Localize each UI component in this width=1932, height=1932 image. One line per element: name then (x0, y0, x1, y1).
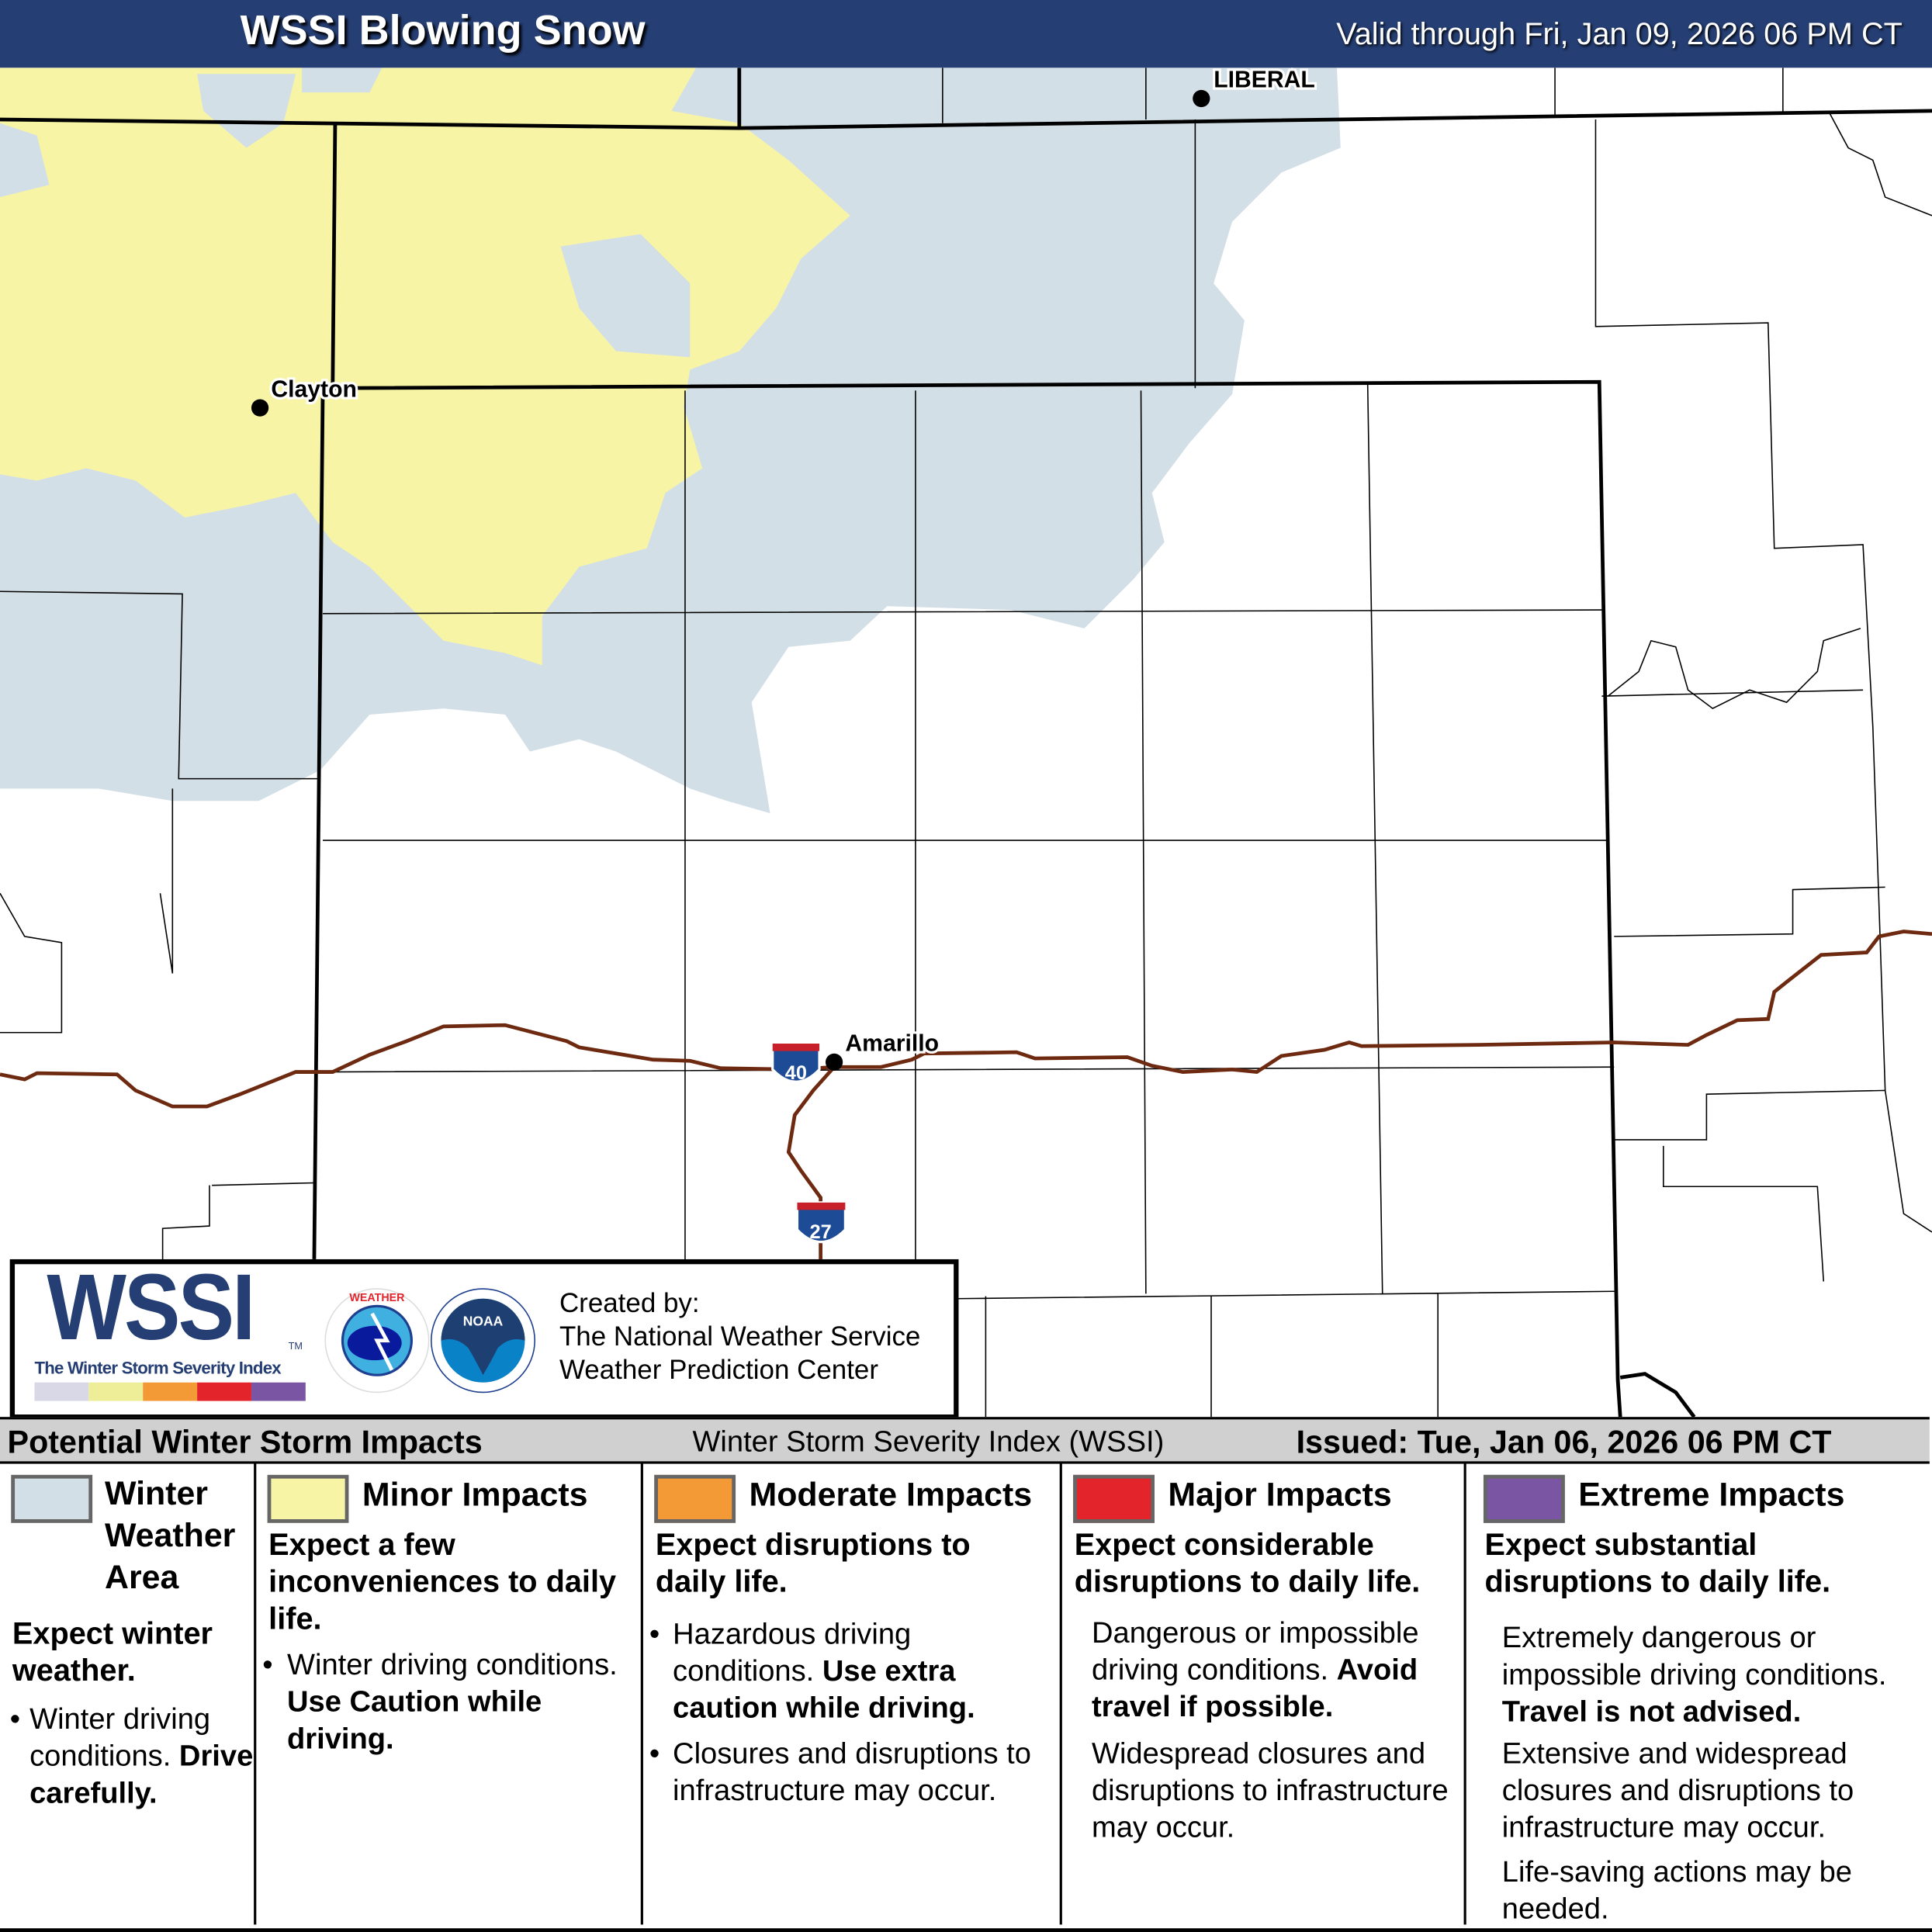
category-name-line: Weather (104, 1516, 236, 1554)
credits-text: Created by: The National Weather Service… (559, 1286, 920, 1387)
bar-swatch (143, 1382, 198, 1401)
bullet-icon: • (649, 1737, 660, 1771)
swatch-minor (267, 1474, 349, 1523)
nws-logo-icon: WEATHER (324, 1288, 430, 1394)
swatch-major (1073, 1474, 1155, 1523)
legend-extreme-impacts: Extreme Impacts Expect substantial disru… (1466, 1463, 1932, 1927)
trademark: TM (288, 1340, 303, 1352)
category-name: Extreme Impacts (1578, 1476, 1845, 1514)
city-label-liberal: LIBERAL (1214, 68, 1315, 92)
paragraph-text-bold: Avoid travel if possible. (1091, 1653, 1418, 1724)
issued-time: Issued: Tue, Jan 06, 2026 06 PM CT (1296, 1423, 1832, 1460)
svg-text:WEATHER: WEATHER (349, 1292, 405, 1304)
wssi-logo: WSSI (47, 1255, 255, 1361)
winter-weather-area (0, 74, 691, 358)
category-bullet: Winter driving conditions. Use Caution w… (287, 1647, 645, 1758)
city-dot (825, 1053, 843, 1071)
bullet-text-bold: Use Caution while driving. (287, 1685, 542, 1756)
city-dot (1193, 89, 1210, 108)
bullet-text-bold: Use extra caution while driving. (673, 1654, 975, 1726)
bar-swatch (197, 1382, 251, 1401)
category-bullet: Hazardous driving conditions. Use extra … (673, 1616, 1030, 1727)
bar-swatch (251, 1382, 306, 1401)
legend-moderate-impacts: Moderate Impacts Expect disruptions to d… (643, 1463, 1060, 1925)
divider (254, 1462, 257, 1925)
category-headline: Expect winter weather. (12, 1616, 213, 1688)
paragraph-text-bold: Travel is not advised. (1501, 1695, 1802, 1729)
category-paragraph: Extremely dangerous or impossible drivin… (1502, 1620, 1927, 1731)
org-wpc: Weather Prediction Center (559, 1354, 879, 1385)
category-headline: Expect disruptions to daily life. (655, 1528, 971, 1600)
interstate-40-shield-icon: 40 (771, 1042, 821, 1084)
category-paragraph: Dangerous or impossible driving conditio… (1092, 1615, 1461, 1726)
wssi-color-bar (34, 1382, 306, 1401)
noaa-logo-icon: NOAA (431, 1288, 535, 1394)
map-title: WSSI Blowing Snow (240, 7, 646, 54)
bar-swatch (34, 1382, 89, 1401)
city-label-clayton: Clayton (271, 376, 357, 402)
category-name: Minor Impacts (362, 1476, 588, 1514)
bullet-text: Winter driving conditions. (29, 1702, 211, 1774)
category-bullet: Closures and disruptions to infrastructu… (673, 1737, 1031, 1808)
county-boundaries (0, 68, 1932, 1418)
category-headline: Expect considerable disruptions to daily… (1074, 1528, 1421, 1600)
category-paragraph: Extensive and widespread closures and di… (1501, 1737, 1854, 1845)
legend-columns: Winter Weather Area Expect winter weathe… (0, 1462, 1932, 1932)
bullet-text-bold: Drive carefully. (29, 1740, 254, 1810)
category-name: Winter Weather Area (105, 1473, 235, 1598)
header-bar: WSSI Blowing Snow Valid through Fri, Jan… (0, 0, 1932, 68)
bar-swatch (88, 1382, 144, 1401)
org-nws: The National Weather Service (559, 1321, 921, 1352)
credits-box: WSSI TM The Winter Storm Severity Index … (9, 1255, 959, 1420)
swatch-extreme (1483, 1474, 1565, 1523)
bullet-icon: • (262, 1648, 273, 1682)
divider (1059, 1462, 1062, 1925)
legend-major-impacts: Major Impacts Expect considerable disrup… (1062, 1463, 1464, 1925)
city-liberal: LIBERAL (1193, 68, 1317, 108)
legend-winter-weather-area: Winter Weather Area Expect winter weathe… (0, 1463, 254, 1925)
city-dot (251, 399, 269, 417)
legend-minor-impacts: Minor Impacts Expect a few inconvenience… (256, 1463, 640, 1925)
category-name: Major Impacts (1168, 1476, 1392, 1514)
interstate-i27 (786, 1065, 836, 1259)
category-paragraph: Widespread closures and disruptions to i… (1091, 1737, 1449, 1845)
interstate-27-shield-icon: 27 (795, 1201, 847, 1244)
map-area: LIBERAL Clayton Amarillo 40 27 (0, 68, 1932, 1418)
wssi-logo-subtitle: The Winter Storm Severity Index (34, 1357, 281, 1378)
category-paragraph: Life-saving actions may be needed. (1501, 1855, 1853, 1927)
minor-impacts-area (0, 68, 850, 666)
category-name: Moderate Impacts (749, 1476, 1033, 1514)
swatch-moderate (654, 1474, 736, 1523)
category-name-line: Area (104, 1558, 179, 1596)
bullet-text: Winter driving conditions. (287, 1648, 618, 1682)
paragraph-text: Extremely dangerous or impossible drivin… (1501, 1621, 1887, 1692)
shield-label-40: 40 (785, 1062, 807, 1084)
legend-header: Potential Winter Storm Impacts Winter St… (0, 1417, 1930, 1464)
category-name-line: Winter (104, 1474, 209, 1512)
paragraph-text: Dangerous or impossible driving conditio… (1091, 1616, 1419, 1687)
bullet-icon: • (9, 1702, 21, 1736)
interstate-i40 (0, 930, 1932, 1109)
city-amarillo: Amarillo (825, 1028, 941, 1071)
divider (640, 1462, 643, 1925)
noaa-text: NOAA (463, 1314, 504, 1329)
category-headline: Expect substantial disruptions to daily … (1484, 1528, 1831, 1600)
bullet-text: Hazardous driving conditions. (673, 1618, 912, 1688)
city-clayton: Clayton (251, 374, 359, 417)
legend-title: Potential Winter Storm Impacts (7, 1423, 483, 1460)
legend-index-name: Winter Storm Severity Index (WSSI) (692, 1425, 1165, 1459)
divider (1463, 1462, 1466, 1925)
state-boundaries (0, 68, 1932, 1418)
category-bullet: Winter driving conditions. Drive careful… (29, 1702, 254, 1813)
valid-time: Valid through Fri, Jan 09, 2026 06 PM CT (1336, 17, 1903, 52)
swatch-winter-weather-area (11, 1474, 93, 1523)
created-by: Created by: (559, 1287, 700, 1319)
bullet-icon: • (649, 1618, 660, 1651)
shield-label-27: 27 (809, 1221, 831, 1243)
category-headline: Expect a few inconveniences to daily lif… (268, 1528, 617, 1636)
city-label-amarillo: Amarillo (845, 1031, 939, 1057)
